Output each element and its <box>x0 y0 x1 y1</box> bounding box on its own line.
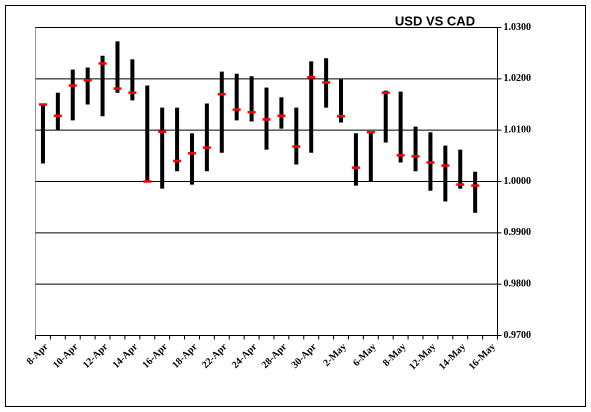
y-tick-label: 0.9900 <box>504 227 532 238</box>
y-tick-label: 0.9800 <box>504 278 532 289</box>
y-tick-label: 0.9700 <box>504 330 532 341</box>
y-tick-label: 1.0100 <box>504 124 532 135</box>
chart-title: USD VS CAD <box>395 13 475 28</box>
y-tick-label: 1.0300 <box>504 22 532 33</box>
y-tick-label: 1.0000 <box>504 176 532 187</box>
y-tick-label: 1.0200 <box>504 73 532 84</box>
